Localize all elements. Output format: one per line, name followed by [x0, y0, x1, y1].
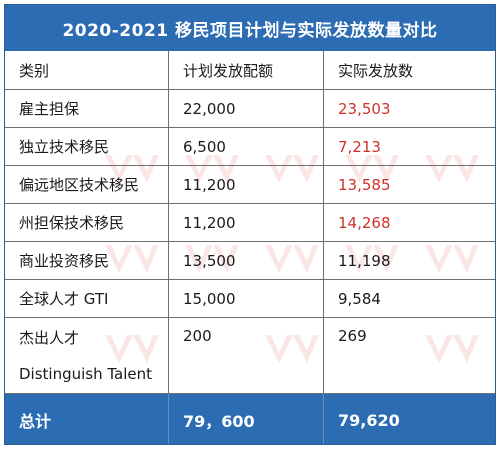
header-planned: 计划发放配额 — [169, 51, 324, 89]
actual-cell: 14,268 — [338, 213, 391, 232]
table-title: 2020-2021 移民项目计划与实际发放数量对比 — [5, 5, 495, 51]
category-cell: 全球人才 GTI — [5, 280, 169, 317]
header-actual: 实际发放数 — [338, 61, 414, 80]
planned-cell: 200 — [169, 318, 324, 393]
category-cell: 雇主担保 — [5, 90, 169, 127]
header-row: 类别 计划发放配额 实际发放数 — [5, 51, 495, 90]
category-label-en: Distinguish Talent — [19, 365, 153, 383]
total-row: 总计 79，600 79,620 — [5, 394, 495, 444]
planned-cell: 6,500 — [169, 128, 324, 165]
actual-value: 269 — [338, 327, 367, 345]
planned-cell: 22,000 — [169, 90, 324, 127]
header-category: 类别 — [5, 51, 169, 89]
category-cell: 杰出人才 Distinguish Talent — [5, 318, 169, 393]
total-label: 总计 — [5, 394, 169, 444]
table-row: 商业投资移民 13,500 11,198 — [5, 242, 495, 280]
category-cell: 独立技术移民 — [5, 128, 169, 165]
table-body: 类别 计划发放配额 实际发放数 雇主担保 22,000 23,503 独立技术移… — [5, 51, 495, 444]
category-cell: 偏远地区技术移民 — [5, 166, 169, 203]
planned-cell: 15,000 — [169, 280, 324, 317]
table-row: 全球人才 GTI 15,000 9,584 — [5, 280, 495, 318]
table-row: 偏远地区技术移民 11,200 13,585 — [5, 166, 495, 204]
planned-cell: 11,200 — [169, 166, 324, 203]
actual-cell: 7,213 — [338, 137, 381, 156]
actual-cell: 23,503 — [338, 99, 391, 118]
category-cell: 州担保技术移民 — [5, 204, 169, 241]
planned-cell: 11,200 — [169, 204, 324, 241]
total-actual: 79,620 — [338, 410, 400, 430]
actual-cell: 13,585 — [338, 175, 391, 194]
category-cell: 商业投资移民 — [5, 242, 169, 279]
actual-cell: 11,198 — [338, 251, 391, 270]
actual-cell: 269 — [324, 318, 495, 393]
table-row: 雇主担保 22,000 23,503 — [5, 90, 495, 128]
total-planned: 79，600 — [169, 394, 324, 444]
table-row: 杰出人才 Distinguish Talent 200 269 — [5, 318, 495, 394]
category-label-zh: 杰出人才 — [19, 329, 80, 347]
table-row: 独立技术移民 6,500 7,213 — [5, 128, 495, 166]
planned-cell: 13,500 — [169, 242, 324, 279]
table-row: 州担保技术移民 11,200 14,268 — [5, 204, 495, 242]
actual-cell: 9,584 — [338, 289, 381, 308]
comparison-table: 2020-2021 移民项目计划与实际发放数量对比 类别 计划发放配额 实际发放… — [4, 4, 496, 445]
planned-value: 200 — [183, 327, 212, 345]
